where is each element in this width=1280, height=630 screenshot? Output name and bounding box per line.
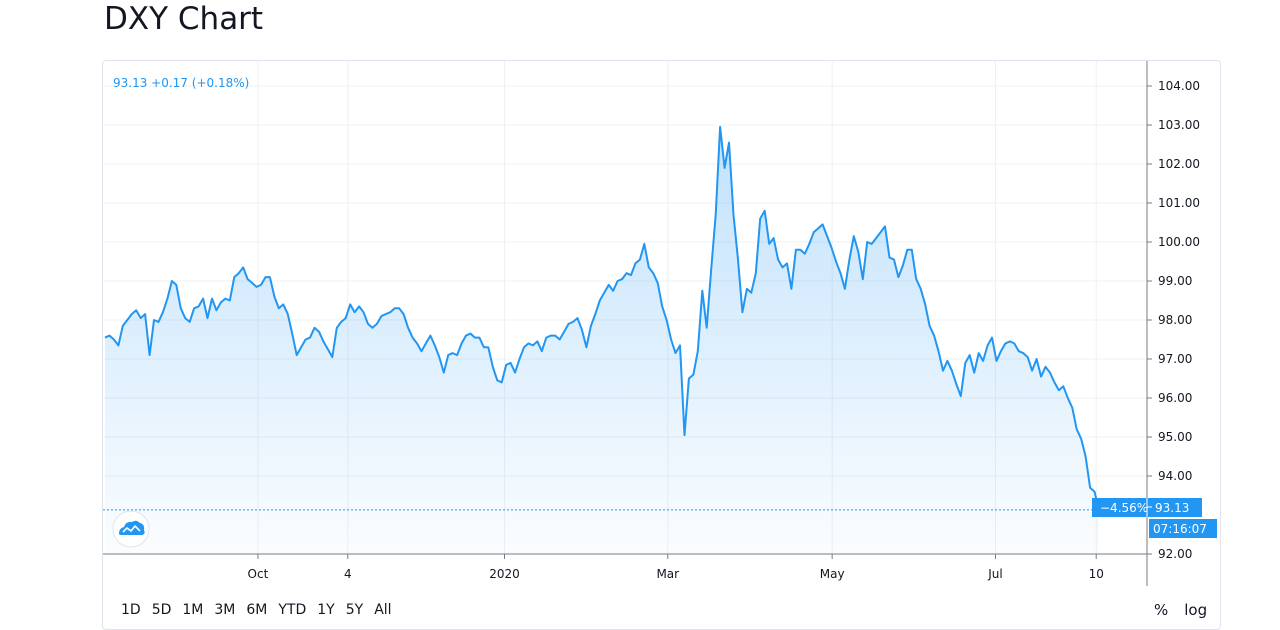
range-3m[interactable]: 3M [214,602,236,618]
log-scale-toggle[interactable]: log [1184,601,1208,619]
y-tick-label: 95.00 [1158,430,1192,444]
range-6m[interactable]: 6M [246,602,268,618]
range-1m[interactable]: 1M [182,602,204,618]
tradingview-cloud-icon[interactable] [112,510,150,548]
scale-options: % log [1154,600,1207,620]
y-tick-label: 101.00 [1158,196,1200,210]
x-tick-label: Jul [987,567,1002,581]
price-badge: −4.56% 93.13 07:16:07 [1092,498,1217,538]
x-tick-label: 2020 [489,567,520,581]
price-label: 93.13 [1155,501,1189,515]
percent-scale-toggle[interactable]: % [1154,601,1169,619]
area-fill [105,126,1099,554]
x-tick-label: 10 [1089,567,1104,581]
range-1d[interactable]: 1D [121,602,141,618]
range-ytd[interactable]: YTD [278,602,307,618]
range-1y[interactable]: 1Y [317,602,335,618]
y-tick-label: 98.00 [1158,313,1192,327]
time-label: 07:16:07 [1153,522,1207,536]
x-axis: Oct 4 2020 Mar May Jul 10 [248,554,1104,581]
x-tick-label: 4 [344,567,352,581]
price-change-label: −4.56% [1100,501,1148,515]
legend-text: 93.13 +0.17 (+0.18%) [113,76,249,90]
y-tick-label: 92.00 [1158,547,1192,561]
time-range-selector: 1D 5D 1M 3M 6M YTD 1Y 5Y All [121,600,403,620]
y-tick-label: 97.00 [1158,352,1192,366]
y-tick-label: 103.00 [1158,118,1200,132]
range-5d[interactable]: 5D [151,602,172,618]
y-axis: 104.00 103.00 102.00 101.00 100.00 99.00 98.00… [1147,79,1200,561]
range-5y[interactable]: 5Y [345,602,364,618]
x-tick-label: May [820,567,845,581]
page-title: DXY Chart [104,1,264,37]
y-tick-label: 104.00 [1158,79,1200,93]
y-tick-label: 94.00 [1158,469,1192,483]
y-tick-label: 99.00 [1158,274,1192,288]
x-tick-label: Oct [248,567,269,581]
range-all[interactable]: All [374,602,392,618]
time-badge-bg [1149,519,1217,538]
y-tick-label: 102.00 [1158,157,1200,171]
x-tick-label: Mar [656,567,679,581]
y-tick-label: 100.00 [1158,235,1200,249]
series-line-dxy [104,125,1100,511]
y-tick-label: 96.00 [1158,391,1192,405]
